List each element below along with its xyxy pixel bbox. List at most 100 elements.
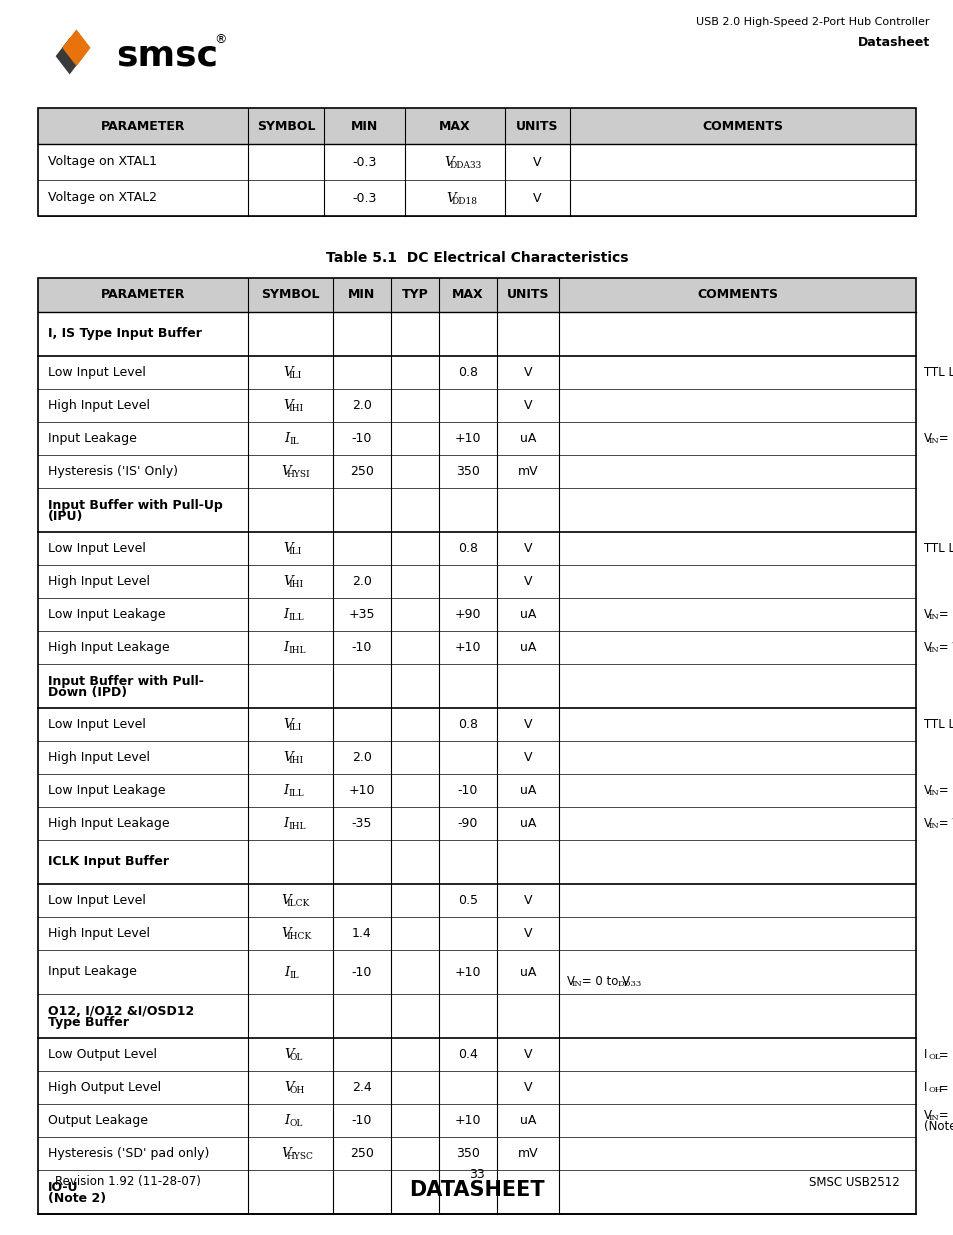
Text: High Input Level: High Input Level	[48, 399, 150, 412]
Text: I: I	[923, 1081, 926, 1094]
Text: uA: uA	[519, 818, 536, 830]
Text: V: V	[923, 608, 931, 621]
Text: I: I	[283, 818, 288, 830]
Text: -0.3: -0.3	[352, 191, 376, 205]
Text: IHI: IHI	[288, 580, 303, 589]
Text: High Input Level: High Input Level	[48, 927, 150, 940]
Text: = -12mA @ V: = -12mA @ V	[934, 1081, 953, 1094]
Text: -35: -35	[352, 818, 372, 830]
Text: 250: 250	[350, 1147, 374, 1160]
Text: Voltage on XTAL2: Voltage on XTAL2	[48, 191, 157, 205]
Text: V: V	[523, 1081, 532, 1094]
Polygon shape	[62, 30, 91, 65]
Text: mV: mV	[517, 1147, 537, 1160]
Text: Low Input Level: Low Input Level	[48, 718, 146, 731]
Text: SYMBOL: SYMBOL	[256, 120, 314, 132]
Text: ®: ®	[213, 33, 226, 47]
Text: Hysteresis ('IS' Only): Hysteresis ('IS' Only)	[48, 466, 178, 478]
Text: -0.3: -0.3	[352, 156, 376, 168]
Text: +10: +10	[455, 966, 480, 978]
Text: V: V	[923, 818, 931, 830]
Text: High Input Level: High Input Level	[48, 576, 150, 588]
Text: +10: +10	[455, 1114, 480, 1128]
Text: I: I	[923, 1049, 926, 1061]
Bar	[38, 278, 915, 1214]
Text: Hysteresis ('SD' pad only): Hysteresis ('SD' pad only)	[48, 1147, 209, 1160]
Text: PARAMETER: PARAMETER	[101, 289, 185, 301]
Text: Type Buffer: Type Buffer	[48, 1016, 129, 1029]
Text: IN: IN	[571, 981, 581, 988]
Text: SYMBOL: SYMBOL	[261, 289, 319, 301]
Text: OL: OL	[927, 1053, 940, 1061]
Bar	[38, 278, 915, 1214]
Text: 250: 250	[350, 466, 374, 478]
Text: UNITS: UNITS	[516, 120, 558, 132]
Text: = 12mA @ V: = 12mA @ V	[934, 1049, 953, 1061]
Text: V: V	[281, 466, 291, 478]
Text: uA: uA	[519, 432, 536, 445]
Text: = 0: = 0	[934, 608, 953, 621]
Text: Table 5.1  DC Electrical Characteristics: Table 5.1 DC Electrical Characteristics	[325, 251, 628, 266]
Text: V: V	[923, 641, 931, 655]
Text: IN: IN	[927, 1114, 938, 1123]
Polygon shape	[62, 30, 91, 65]
Text: smsc: smsc	[116, 40, 218, 73]
Text: uA: uA	[519, 641, 536, 655]
Text: -10: -10	[352, 1114, 372, 1128]
Text: ILCK: ILCK	[286, 899, 310, 908]
Text: V: V	[523, 718, 532, 731]
Text: mV: mV	[517, 466, 537, 478]
Text: V: V	[523, 399, 532, 412]
Text: V: V	[923, 1109, 931, 1123]
Text: V: V	[283, 366, 293, 379]
Text: MAX: MAX	[452, 289, 483, 301]
Text: I: I	[284, 1114, 290, 1128]
Text: Low Input Level: Low Input Level	[48, 894, 146, 906]
Text: DD33: DD33	[951, 823, 953, 830]
Text: ILL: ILL	[288, 613, 304, 622]
Text: Low Output Level: Low Output Level	[48, 1049, 157, 1061]
Text: V: V	[281, 927, 291, 940]
Text: -10: -10	[352, 432, 372, 445]
Text: 2.4: 2.4	[352, 1081, 372, 1094]
Text: IN: IN	[927, 789, 938, 797]
Text: 1.4: 1.4	[352, 927, 372, 940]
Text: V: V	[523, 1049, 532, 1061]
Text: = 0 to V: = 0 to V	[934, 432, 953, 445]
Text: TTL Levels: TTL Levels	[923, 718, 953, 731]
Text: Input Leakage: Input Leakage	[48, 966, 136, 978]
Text: Down (IPD): Down (IPD)	[48, 685, 127, 699]
Text: -10: -10	[457, 784, 477, 797]
Text: OL: OL	[290, 1053, 303, 1062]
Text: 2.0: 2.0	[352, 399, 372, 412]
Text: ILI: ILI	[288, 370, 301, 380]
Text: Output Leakage: Output Leakage	[48, 1114, 148, 1128]
Text: IN: IN	[927, 823, 938, 830]
Text: IO-U: IO-U	[48, 1181, 78, 1194]
Text: = 0: = 0	[934, 784, 953, 797]
Text: V: V	[533, 191, 541, 205]
Text: IHI: IHI	[288, 756, 303, 764]
Text: TTL Levels: TTL Levels	[923, 366, 953, 379]
Text: MAX: MAX	[438, 120, 471, 132]
Text: I: I	[283, 784, 288, 797]
Text: = 0 to V: = 0 to V	[578, 976, 629, 988]
Text: IN: IN	[927, 613, 938, 621]
Text: Datasheet: Datasheet	[857, 36, 929, 48]
Polygon shape	[55, 38, 84, 74]
Text: V: V	[523, 576, 532, 588]
Text: COMMENTS: COMMENTS	[697, 289, 778, 301]
Text: Input Buffer with Pull-Up: Input Buffer with Pull-Up	[48, 499, 222, 513]
Text: V: V	[533, 156, 541, 168]
Text: High Input Leakage: High Input Leakage	[48, 818, 170, 830]
Text: V: V	[283, 576, 293, 588]
Text: I: I	[284, 432, 290, 445]
Text: -10: -10	[352, 966, 372, 978]
Text: IN: IN	[927, 646, 938, 655]
Text: uA: uA	[519, 1114, 536, 1128]
Text: OH: OH	[290, 1086, 305, 1095]
Text: IN: IN	[927, 437, 938, 445]
Text: Input Buffer with Pull-: Input Buffer with Pull-	[48, 676, 204, 688]
Text: V: V	[523, 751, 532, 764]
Text: Revision 1.92 (11-28-07): Revision 1.92 (11-28-07)	[55, 1176, 201, 1188]
